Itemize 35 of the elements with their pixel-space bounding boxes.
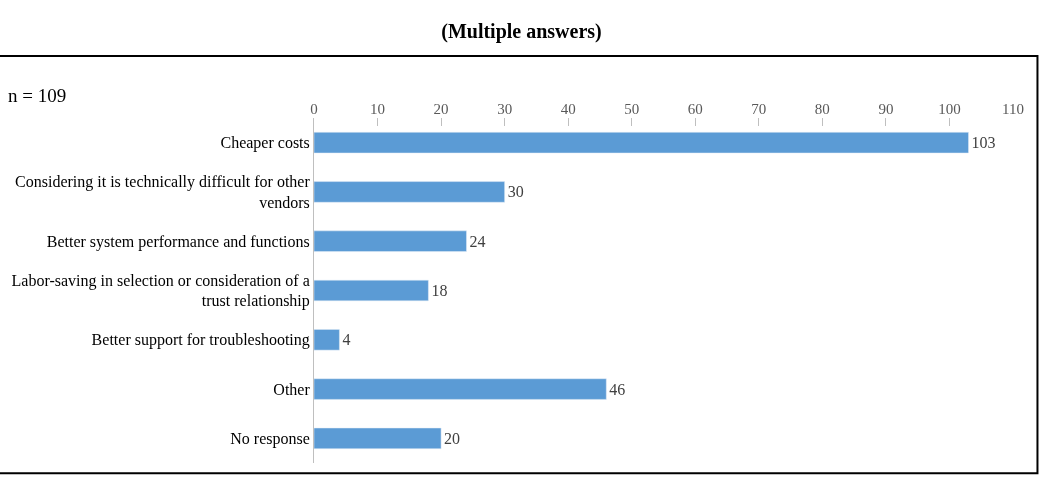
x-tick-label: 0	[310, 101, 318, 117]
bar	[314, 230, 467, 252]
y-tick-label: Considering it is technically difficult for other vendors	[15, 173, 311, 211]
x-tick-label: 20	[433, 101, 449, 117]
data-label: 18	[431, 282, 448, 299]
x-tick-label: 70	[751, 101, 767, 117]
chart-title: (Multiple answers)	[441, 19, 602, 43]
y-tick-label: Labor-saving in selection or consideration of a trust relationship	[11, 271, 310, 311]
x-tick-label: 90	[878, 101, 894, 117]
bar	[314, 181, 505, 203]
x-tick-label: 30	[497, 101, 513, 117]
bar	[314, 279, 429, 302]
data-label: 24	[469, 232, 486, 250]
text: n = 109	[8, 85, 67, 106]
x-tick-label: 110	[1002, 101, 1024, 117]
y-tick-label: No response	[230, 429, 310, 448]
y-tick-label: Cheaper costs	[220, 134, 310, 153]
data-label: 46	[609, 380, 626, 398]
x-tick-label: 10	[370, 101, 386, 117]
x-tick-label: 100	[938, 101, 961, 117]
bar	[314, 378, 607, 400]
bar	[314, 427, 442, 449]
x-tick-label: 50	[624, 101, 640, 117]
x-tick-label: 60	[687, 101, 703, 117]
y-tick-label: Other	[273, 380, 311, 398]
y-tick-label: Better system performance and functions	[46, 232, 310, 251]
data-label: 20	[444, 429, 461, 447]
data-label: 30	[507, 183, 524, 201]
bar	[314, 329, 340, 351]
bar	[314, 132, 969, 154]
x-tick-label: 80	[814, 101, 830, 117]
data-label: 4	[342, 331, 351, 349]
data-label: 103	[971, 134, 996, 152]
y-tick-label: Better support for troubleshooting	[91, 331, 310, 350]
x-tick-label: 40	[560, 101, 576, 117]
